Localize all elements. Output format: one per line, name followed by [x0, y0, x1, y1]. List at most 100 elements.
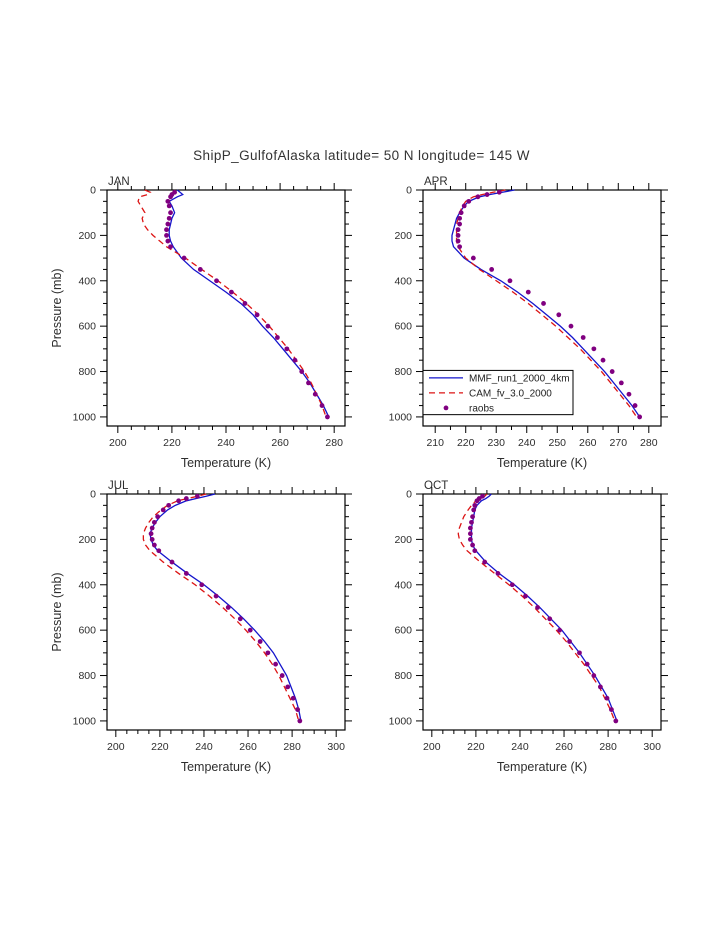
raobs-dot — [292, 357, 298, 363]
raobs-dot — [495, 571, 501, 576]
raobs-dot — [613, 718, 619, 724]
raobs-dot — [325, 414, 330, 420]
raobs-dot — [457, 221, 463, 227]
y-tick-label: 600 — [394, 321, 412, 333]
x-tick-label: 280 — [325, 437, 343, 449]
raobs-dot — [168, 194, 173, 200]
raobs-dot — [455, 227, 461, 233]
raobs-dot — [312, 391, 318, 397]
x-tick-label: 220 — [151, 741, 169, 753]
x-tick-label: 240 — [195, 741, 213, 753]
raobs-dot — [471, 507, 477, 513]
raobs-dot — [155, 514, 161, 520]
raobs-dot — [632, 403, 638, 408]
raobs-dot — [557, 627, 563, 633]
raobs-dot — [507, 278, 513, 284]
raobs-dot — [472, 502, 478, 508]
series-MMF_run1_2000_4km-line — [168, 189, 330, 418]
y-tick-label: 0 — [90, 489, 96, 501]
y-tick-label: 800 — [78, 366, 96, 378]
raobs-dot — [467, 536, 473, 542]
raobs-dot — [457, 215, 463, 221]
raobs-dot — [165, 238, 171, 244]
raobs-dot — [556, 312, 562, 318]
raobs-dot — [166, 502, 172, 508]
raobs-dot — [470, 542, 475, 548]
raobs-dot — [584, 661, 590, 667]
raobs-dot — [469, 519, 474, 525]
raobs-dot — [604, 695, 610, 701]
series-raobs-dots — [455, 189, 643, 420]
raobs-dot — [181, 255, 187, 261]
raobs-dot — [257, 639, 263, 644]
panel-jul: 200 220 240 260 280 300 0 200 400 600 800 1000 JUL Te… — [50, 480, 352, 774]
x-tick-label: 260 — [271, 437, 289, 449]
raobs-dot — [149, 525, 155, 531]
raobs-dot — [484, 192, 490, 197]
y-tick-label: 800 — [394, 670, 412, 682]
raobs-dot — [496, 189, 502, 195]
raobs-dot — [618, 380, 624, 386]
raobs-dot — [541, 301, 546, 306]
raobs-dot — [279, 673, 285, 678]
panel-title: JAN — [108, 176, 130, 188]
raobs-dot — [457, 244, 463, 250]
raobs-dot — [470, 514, 475, 520]
raobs-dot — [254, 312, 260, 318]
raobs-dot — [148, 531, 154, 537]
plot-frame — [106, 189, 346, 427]
raobs-dot — [166, 215, 172, 221]
raobs-dot — [169, 559, 175, 565]
legend-label: CAM_fv_3.0_2000 — [469, 388, 552, 399]
panel-title: OCT — [424, 480, 448, 492]
y-tick-label: 600 — [78, 321, 96, 333]
raobs-dot — [600, 357, 606, 363]
raobs-dot — [284, 346, 290, 352]
raobs-dot — [229, 289, 234, 295]
x-axis-title: Temperature (K) — [181, 456, 271, 470]
x-tick-label: 300 — [643, 741, 661, 753]
raobs-dot — [183, 571, 189, 576]
y-tick-label: 400 — [394, 579, 412, 591]
raobs-dot — [273, 661, 278, 667]
series-CAM_fv_3.0_2000-line — [142, 493, 300, 722]
raobs-dot — [165, 198, 171, 204]
y-tick-label: 800 — [78, 670, 96, 682]
raobs-dot — [609, 707, 614, 712]
series-MMF_run1_2000_4km-line — [470, 493, 618, 722]
x-tick-label: 200 — [423, 741, 441, 753]
x-tick-label: 230 — [487, 437, 505, 449]
y-tick-label: 1000 — [389, 715, 413, 727]
series-raobs-dots — [164, 189, 330, 420]
y-tick-label: 400 — [78, 579, 96, 591]
x-tick-label: 220 — [467, 741, 485, 753]
series-MMF_run1_2000_4km-line — [149, 493, 302, 722]
raobs-dot — [295, 707, 301, 712]
raobs-dot — [458, 210, 464, 216]
y-axis-title: Pressure (mb) — [50, 572, 64, 651]
raobs-dot — [183, 496, 189, 501]
y-tick-label: 200 — [78, 534, 96, 546]
raobs-dot — [580, 335, 586, 340]
y-tick-label: 200 — [78, 230, 96, 242]
raobs-dot — [265, 650, 271, 656]
raobs-dot — [299, 369, 305, 374]
panel-oct: 200 220 240 260 280 300 0 200 400 600 800 1000 OCT Te… — [389, 480, 668, 774]
raobs-dot — [475, 194, 481, 200]
raobs-dot — [297, 718, 303, 724]
x-tick-label: 260 — [555, 741, 573, 753]
raobs-dot — [525, 289, 531, 295]
raobs-dot — [509, 582, 515, 588]
raobs-dot — [577, 650, 582, 656]
raobs-dot — [176, 498, 182, 504]
x-axis-title: Temperature (K) — [497, 760, 587, 774]
raobs-dot — [626, 391, 632, 397]
raobs-dot — [160, 507, 166, 513]
raobs-dot — [637, 414, 643, 420]
x-tick-label: 200 — [107, 741, 125, 753]
raobs-dot — [166, 203, 172, 209]
raobs-dot — [609, 369, 615, 374]
